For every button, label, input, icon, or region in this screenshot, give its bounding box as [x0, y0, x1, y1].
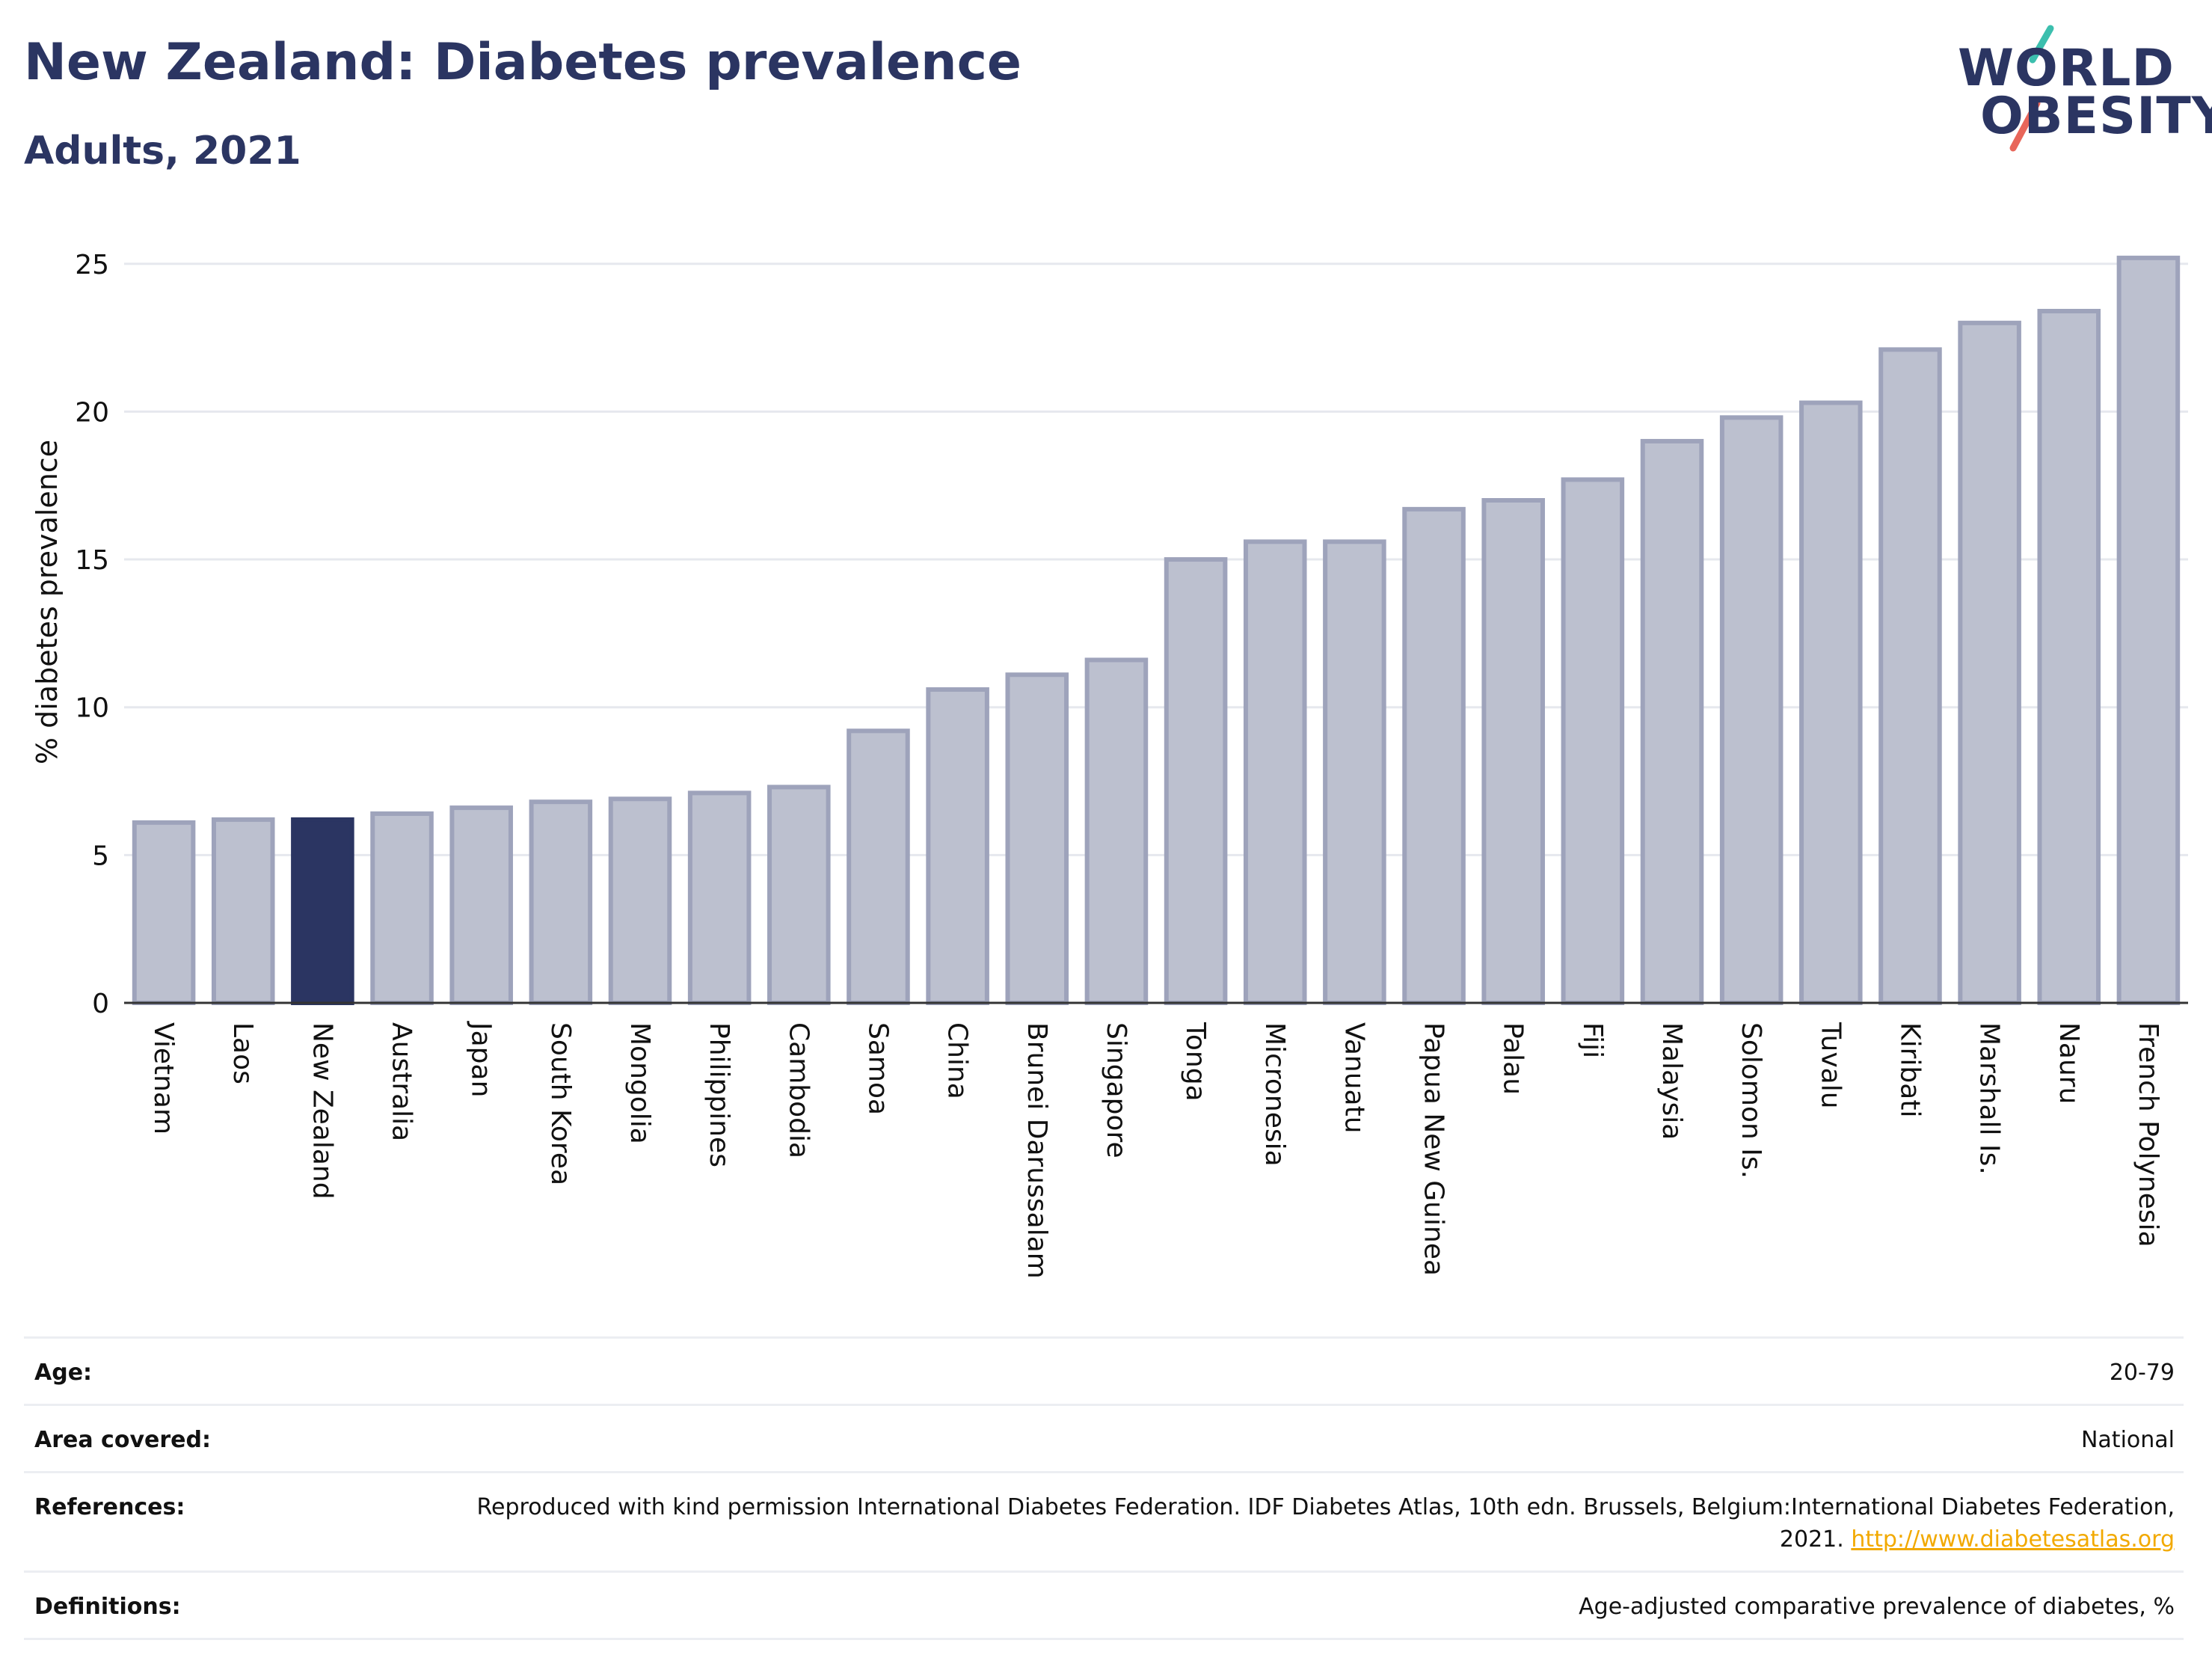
references-label: References:: [34, 1494, 185, 1520]
bar-china[interactable]: [926, 687, 989, 1005]
x-tick-label: Tuvalu: [1815, 1022, 1846, 1109]
x-tick-label: Marshall Is.: [1974, 1022, 2005, 1175]
x-tick-label: Brunei Darussalam: [1021, 1022, 1052, 1279]
bar-brunei-darussalam[interactable]: [1005, 672, 1069, 1005]
y-tick-label: 0: [92, 989, 109, 1019]
bar-french-polynesia[interactable]: [2116, 255, 2181, 1005]
references-value: Reproduced with kind permission Internat…: [455, 1491, 2175, 1556]
x-axis: Vietnam Laos New Zealand Australia Japan Sout…: [124, 1001, 2188, 1279]
bar-philippines[interactable]: [687, 790, 752, 1005]
y-tick-label: 15: [75, 545, 109, 576]
y-tick-label: 5: [92, 841, 109, 871]
x-tick-label: Japan: [466, 1021, 497, 1097]
info-row-age: Age: 20-79: [24, 1336, 2184, 1404]
x-tick-label: New Zealand: [307, 1022, 337, 1200]
logo-text-line1: WORLD: [1958, 39, 2175, 98]
world-obesity-logo: WORLD OBESITY: [1944, 22, 2212, 157]
bar-laos[interactable]: [211, 817, 275, 1006]
logo-text-line2: OBESITY: [1980, 87, 2212, 146]
x-tick-label: Fiji: [1577, 1022, 1608, 1058]
bar-new-zealand[interactable]: [291, 817, 354, 1006]
x-tick-label: Samoa: [862, 1022, 893, 1115]
y-tick-label: 25: [75, 250, 109, 280]
bar-cambodia[interactable]: [767, 784, 831, 1005]
logo-slash-icon: [2009, 25, 2054, 152]
info-row-area: Area covered: National: [24, 1404, 2184, 1471]
bar-vanuatu[interactable]: [1323, 539, 1386, 1005]
x-tick-label: Vanuatu: [1339, 1022, 1369, 1134]
bar-fiji[interactable]: [1561, 477, 1625, 1005]
bar-kiribati[interactable]: [1878, 347, 1942, 1005]
bar-micronesia[interactable]: [1243, 539, 1307, 1005]
bar-vietnam[interactable]: [132, 820, 196, 1006]
y-axis-label: % diabetes prevalence: [31, 440, 64, 764]
x-tick-label: Palau: [1498, 1022, 1529, 1095]
x-tick-label: China: [942, 1022, 973, 1099]
bar-tuvalu[interactable]: [1799, 400, 1863, 1006]
x-tick-label: Vietnam: [148, 1022, 179, 1134]
age-value: 20-79: [2109, 1360, 2175, 1386]
x-tick-label: Laos: [227, 1022, 258, 1084]
page-subtitle: Adults, 2021: [24, 129, 301, 174]
bar-tonga[interactable]: [1164, 557, 1228, 1005]
x-tick-label: Solomon Is.: [1736, 1022, 1766, 1179]
x-tick-label: Kiribati: [1894, 1022, 1925, 1117]
bar-marshall-is[interactable]: [1958, 320, 2021, 1005]
info-table: Age: 20-79 Area covered: National Refere…: [24, 1336, 2184, 1640]
x-tick-label: French Polynesia: [2133, 1022, 2163, 1247]
definitions-value: Age-adjusted comparative prevalence of d…: [1579, 1594, 2175, 1620]
area-label: Area covered:: [34, 1427, 211, 1453]
y-tick-label: 10: [75, 693, 109, 724]
bar-chart: 0 5 10 15 20 25 Vietnam Laos New Zealand Austral…: [31, 250, 2188, 1279]
y-axis: 0 5 10 15 20 25: [75, 250, 109, 1019]
info-row-references: References: Reproduced with kind permiss…: [24, 1471, 2184, 1570]
bar-singapore[interactable]: [1084, 657, 1149, 1005]
x-tick-label: Malaysia: [1656, 1022, 1687, 1140]
info-row-definitions: Definitions: Age-adjusted comparative pr…: [24, 1570, 2184, 1640]
bar-papua-new-guinea[interactable]: [1402, 506, 1466, 1005]
grid-lines: [124, 262, 2188, 856]
x-tick-label: Tonga: [1180, 1022, 1211, 1102]
x-tick-label: Papua New Guinea: [1419, 1022, 1449, 1276]
x-tick-label: Mongolia: [624, 1022, 655, 1144]
definitions-label: Definitions:: [34, 1594, 181, 1620]
age-label: Age:: [34, 1360, 93, 1386]
x-tick-label: Singapore: [1101, 1022, 1131, 1158]
x-tick-label: South Korea: [545, 1022, 576, 1185]
bar-palau[interactable]: [1481, 498, 1545, 1005]
references-link[interactable]: http://www.diabetesatlas.org: [1851, 1526, 2175, 1553]
page-title: New Zealand: Diabetes prevalence: [24, 33, 1022, 92]
bar-australia[interactable]: [370, 811, 434, 1006]
x-tick-label: Cambodia: [783, 1022, 814, 1158]
references-text: Reproduced with kind permission Internat…: [476, 1494, 2175, 1553]
bars: [132, 255, 2181, 1006]
bar-nauru[interactable]: [2037, 309, 2101, 1005]
bar-japan[interactable]: [449, 805, 513, 1005]
bar-samoa[interactable]: [847, 728, 910, 1005]
area-value: National: [2080, 1427, 2175, 1453]
x-tick-label: Micronesia: [1259, 1022, 1290, 1167]
bar-malaysia[interactable]: [1640, 438, 1704, 1005]
bar-mongolia[interactable]: [608, 796, 672, 1005]
x-tick-label: Nauru: [2053, 1022, 2084, 1104]
x-tick-label: Philippines: [704, 1022, 734, 1167]
bar-south-korea[interactable]: [529, 799, 593, 1005]
x-tick-label: Australia: [387, 1022, 417, 1141]
bar-solomon-is[interactable]: [1719, 415, 1784, 1006]
y-tick-label: 20: [75, 397, 109, 428]
